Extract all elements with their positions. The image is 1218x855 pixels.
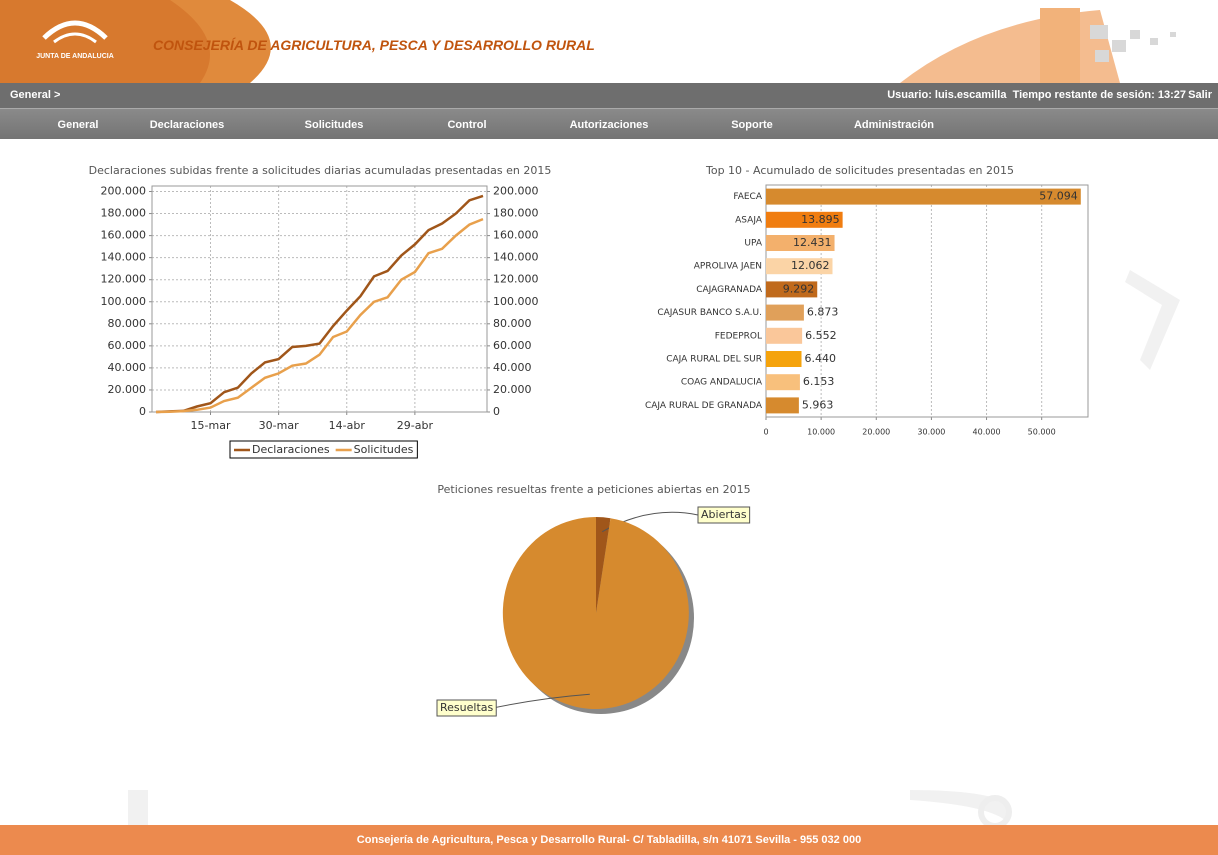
y-tick-label: COAG ANDALUCIA	[681, 378, 763, 388]
y2-tick-label: 100.000	[493, 295, 539, 308]
y-tick-label: CAJA RURAL DE GRANADA	[645, 401, 763, 411]
value-label: 6.552	[805, 329, 837, 342]
page: Consejería {"header": {"logo_text": "JUN…	[0, 0, 1218, 855]
y2-tick-label: 180.000	[493, 207, 539, 220]
y2-tick-label: 120.000	[493, 273, 539, 286]
y-tick-label: FEDEPROL	[715, 331, 762, 341]
value-label: 6.153	[803, 375, 835, 388]
value-label: 12.062	[791, 259, 830, 272]
value-label: 5.963	[802, 398, 834, 411]
y2-tick-label: 140.000	[493, 251, 539, 264]
value-label: 6.873	[807, 306, 839, 319]
slice-label: Resueltas	[440, 701, 493, 714]
x-tick-label: 29-abr	[397, 419, 434, 432]
x-tick-label: 15-mar	[191, 419, 231, 432]
y-tick-label: 200.000	[101, 185, 147, 198]
y2-tick-label: 0	[493, 405, 500, 418]
bar	[766, 328, 802, 344]
value-label: 13.895	[801, 213, 840, 226]
y2-tick-label: 20.000	[493, 383, 532, 396]
y-tick-label: 20.000	[108, 383, 147, 396]
y-tick-label: 0	[139, 405, 146, 418]
x-tick-label: 10.000	[807, 428, 835, 437]
bar	[766, 397, 799, 413]
x-tick-label: 30-mar	[259, 419, 299, 432]
bar	[766, 189, 1081, 205]
y-tick-label: UPA	[744, 239, 762, 249]
y2-tick-label: 40.000	[493, 361, 532, 374]
y-tick-label: 160.000	[101, 229, 147, 242]
footer: Consejería de Agricultura, Pesca y Desar…	[0, 825, 1218, 855]
y2-tick-label: 60.000	[493, 339, 532, 352]
bar	[766, 351, 802, 367]
legend-label: Declaraciones	[252, 443, 330, 456]
legend-label: Solicitudes	[354, 443, 414, 456]
bar	[766, 374, 800, 390]
value-label: 9.292	[783, 282, 815, 295]
y-tick-label: 100.000	[101, 295, 147, 308]
pie-slice	[503, 517, 689, 709]
chart-title: Top 10 - Acumulado de solicitudes presen…	[705, 164, 1014, 177]
chart-title: Peticiones resueltas frente a peticiones…	[437, 483, 750, 496]
y-tick-label: 140.000	[101, 251, 147, 264]
y2-tick-label: 200.000	[493, 185, 539, 198]
chart-title: Declaraciones subidas frente a solicitud…	[89, 164, 552, 177]
value-label: 12.431	[793, 236, 832, 249]
y-tick-label: FAECA	[733, 192, 762, 202]
y-tick-label: CAJAGRANADA	[696, 285, 763, 295]
y-tick-label: 80.000	[108, 317, 147, 330]
y-tick-label: APROLIVA JAEN	[694, 262, 762, 272]
x-tick-label: 50.000	[1028, 428, 1056, 437]
y-tick-label: 120.000	[101, 273, 147, 286]
line-series	[156, 196, 483, 412]
y-tick-label: 40.000	[108, 361, 147, 374]
x-tick-label: 14-abr	[329, 419, 366, 432]
value-label: 6.440	[805, 352, 837, 365]
plot-frame	[152, 186, 487, 412]
line-series	[156, 219, 483, 412]
y-tick-label: CAJA RURAL DEL SUR	[666, 355, 762, 365]
body: JUNTA DE ANDALUCIA CONSEJERÍA DE AGRICUL…	[0, 0, 1218, 855]
slice-label: Abiertas	[701, 508, 747, 521]
y-tick-label: 60.000	[108, 339, 147, 352]
value-label: 57.094	[1039, 190, 1078, 203]
x-tick-label: 20.000	[862, 428, 890, 437]
y2-tick-label: 160.000	[493, 229, 539, 242]
bar	[766, 305, 804, 321]
screen: JUNTA DE ANDALUCIA CONSEJERÍA DE AGRICUL…	[0, 0, 1218, 855]
x-tick-label: 40.000	[973, 428, 1001, 437]
charts: Declaraciones subidas frente a solicitud…	[0, 0, 1218, 825]
y-tick-label: ASAJA	[735, 215, 763, 225]
y2-tick-label: 80.000	[493, 317, 532, 330]
y-tick-label: CAJASUR BANCO S.A.U.	[657, 308, 762, 318]
legend: Declaraciones Solicitudes	[230, 441, 417, 458]
y-tick-label: 180.000	[101, 207, 147, 220]
x-tick-label: 0	[763, 428, 768, 437]
x-tick-label: 30.000	[917, 428, 945, 437]
